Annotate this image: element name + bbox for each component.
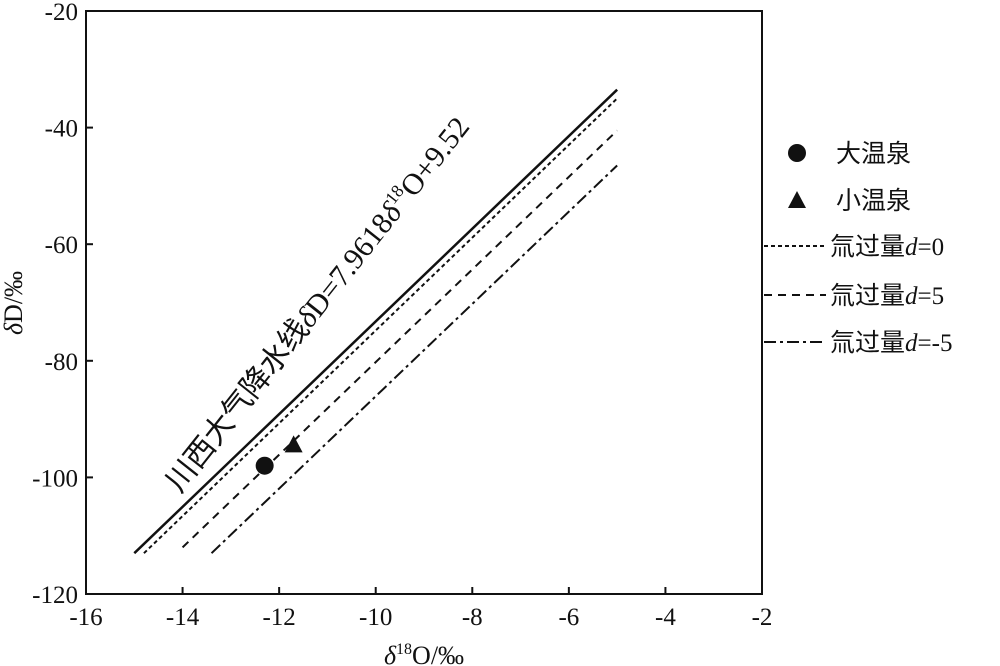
y-tick-label: -80: [45, 349, 78, 376]
x-tick-label: -2: [752, 604, 773, 631]
data-point-triangle: [284, 435, 303, 453]
legend-symbol-circle: [788, 144, 806, 162]
x-tick-label: -14: [166, 604, 200, 631]
y-axis-title: δD/‰: [0, 271, 28, 335]
x-axis-title: δ18O/‰: [384, 641, 464, 666]
x-tick-label: -4: [655, 604, 676, 631]
dotted-reference-line: [143, 97, 618, 554]
legend-label: 氚过量d=5: [830, 281, 944, 310]
data-point-circle: [255, 456, 274, 475]
legend: 大温泉 小温泉 氚过量d=0 氚过量d=5 氚过量d=-5: [764, 139, 952, 357]
legend-label: 小温泉: [836, 186, 911, 215]
legend-label: 氚过量d=0: [830, 232, 944, 261]
solid-reference-line: [133, 88, 619, 555]
y-tick-label: -40: [45, 116, 78, 143]
dashdot-reference-line: [210, 164, 618, 554]
y-tick-label: -20: [45, 0, 78, 26]
x-tick-label: -8: [462, 604, 483, 631]
x-tick-label: -12: [262, 604, 295, 631]
y-tick-label: -100: [32, 465, 78, 492]
y-tick-label: -120: [32, 582, 78, 609]
x-tick-label: -6: [558, 604, 579, 631]
y-tick-label: -60: [45, 232, 78, 259]
x-tick-label: -16: [69, 604, 102, 631]
plot-area-frame: [85, 10, 763, 595]
dashed-reference-line: [181, 129, 618, 549]
meteoric-water-line-label: 川西大气降水线δD=7.9618δ18O+9.52: [158, 110, 476, 499]
legend-symbol-triangle: [788, 191, 806, 208]
axis-ticks: -16 -14 -12 -10 -8 -6 -4 -2 -20 -40 -60 -80 -100 -120: [32, 0, 772, 631]
legend-label: 氚过量d=-5: [830, 328, 952, 357]
data-points: [255, 435, 303, 475]
reference-lines: [133, 88, 619, 555]
legend-label: 大温泉: [836, 139, 911, 168]
x-tick-label: -10: [359, 604, 392, 631]
